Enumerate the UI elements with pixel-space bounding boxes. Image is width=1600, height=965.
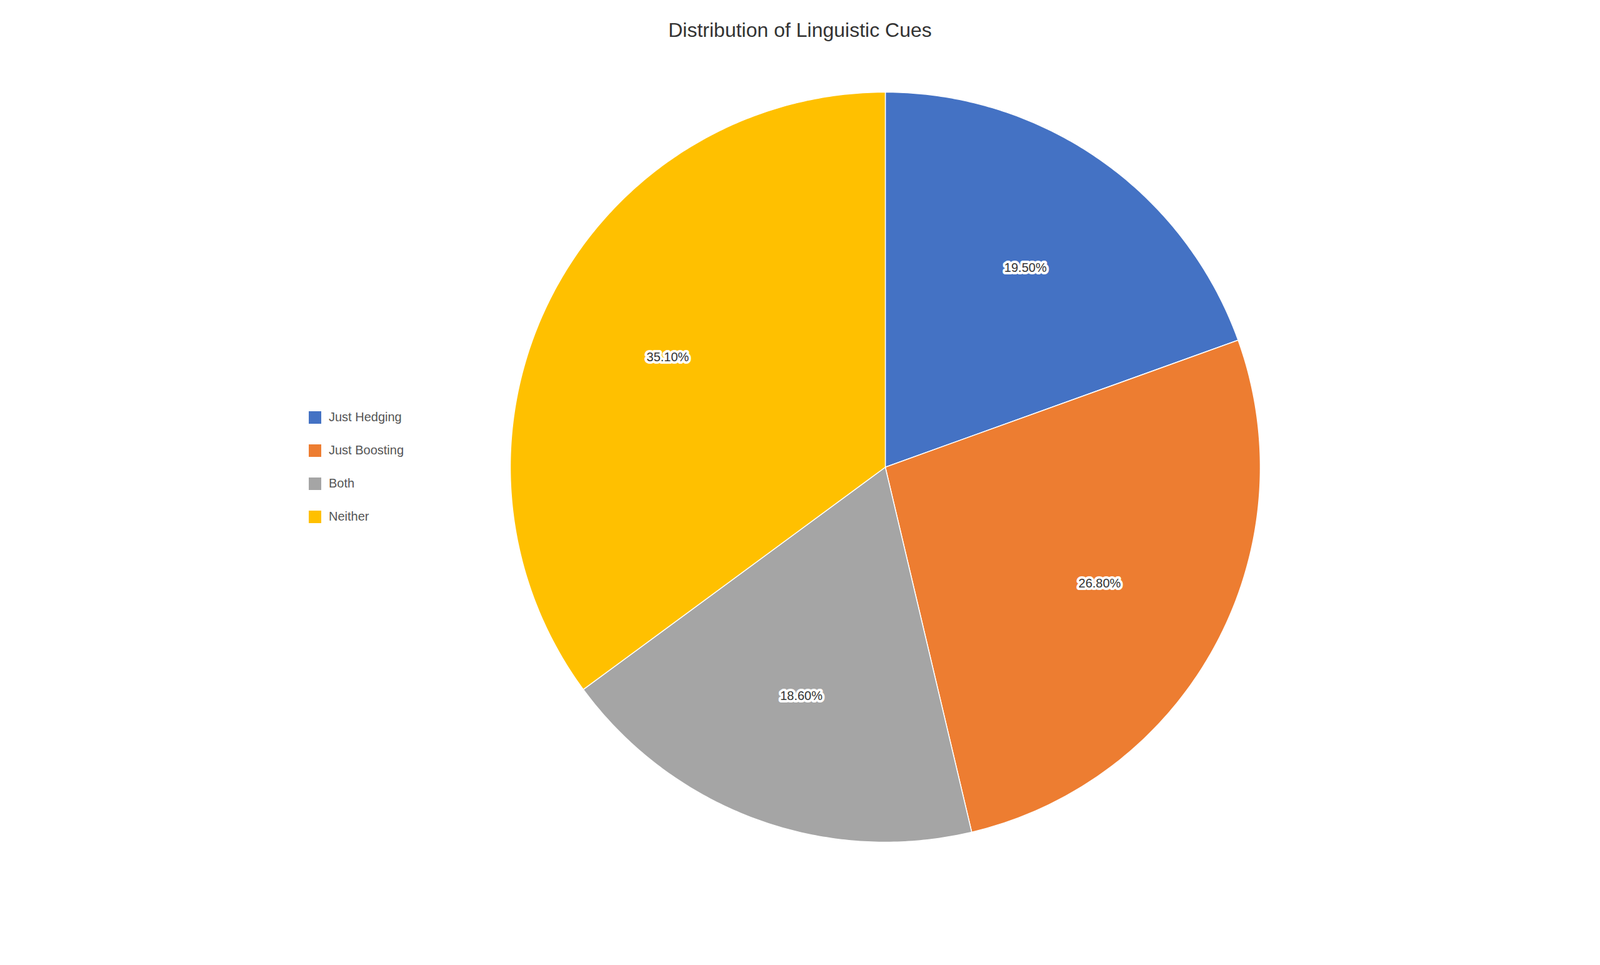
html-text:Neither: Neither xyxy=(328,509,369,524)
html-text:Just Boosting: Just Boosting xyxy=(328,443,404,457)
svg-text:18.60%: 18.60% xyxy=(780,688,823,703)
svg-text:19.50%: 19.50% xyxy=(1004,260,1047,275)
svg-text:35.10%: 35.10% xyxy=(646,350,690,364)
html-text:Just Hedging: Just Hedging xyxy=(328,410,402,424)
svg-text:26.80%: 26.80% xyxy=(1078,576,1122,590)
html-text:Distribution of Linguistic Cue: Distribution of Linguistic Cues xyxy=(668,18,932,42)
html-text:Both: Both xyxy=(328,476,355,490)
